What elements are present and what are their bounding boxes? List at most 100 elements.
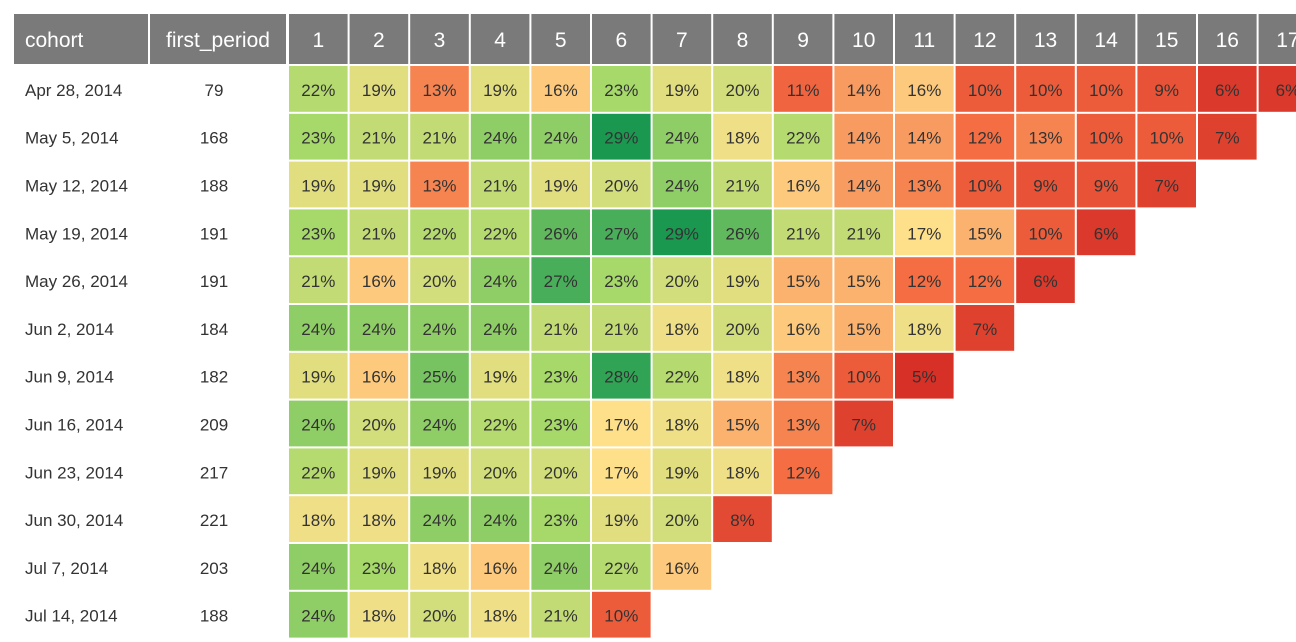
heatmap-cell — [592, 400, 651, 447]
heatmap-cell — [955, 161, 1015, 208]
heatmap-cell — [592, 305, 651, 351]
header-period-cell — [531, 14, 590, 64]
heatmap-cell — [773, 113, 833, 160]
row-first-period-value: 191 — [200, 272, 228, 291]
row-first-period-value: 182 — [200, 368, 228, 387]
heatmap-cell-label: 10% — [604, 607, 638, 626]
header-period-label: 2 — [373, 29, 385, 52]
heatmap-cell-label: 7% — [1154, 177, 1179, 196]
row-first-period-value: 188 — [200, 177, 228, 196]
header-period-cell — [1076, 14, 1136, 64]
heatmap-cell-label: 16% — [907, 81, 941, 100]
heatmap-cell — [834, 400, 893, 447]
heatmap-cell — [410, 544, 469, 590]
heatmap-cell — [1258, 66, 1296, 112]
heatmap-cell-label: 10% — [1150, 129, 1184, 148]
heatmap-cell-label: 23% — [544, 511, 578, 530]
heatmap-cell-label: 26% — [544, 224, 578, 243]
row-first-period-value: 184 — [200, 320, 228, 339]
heatmap-cell-label: 19% — [362, 463, 396, 482]
heatmap-cell — [349, 66, 409, 112]
row-cohort-label: May 12, 2014 — [25, 177, 128, 196]
header-period-label: 13 — [1034, 29, 1057, 52]
heatmap-cell — [713, 448, 772, 495]
heatmap-cell — [713, 352, 772, 399]
heatmap-cell-label: 19% — [483, 368, 517, 387]
heatmap-cell-label: 21% — [362, 224, 396, 243]
heatmap-cell — [470, 305, 530, 351]
header-period-cell — [713, 14, 772, 64]
heatmap-cell — [895, 352, 954, 399]
heatmap-cell — [955, 305, 1015, 351]
heatmap-cell — [834, 66, 893, 112]
heatmap-cell — [1076, 161, 1136, 208]
heatmap-cell — [592, 257, 651, 303]
heatmap-cell — [652, 209, 712, 256]
heatmap-cell-label: 20% — [725, 81, 759, 100]
heatmap-cell-label: 24% — [362, 320, 396, 339]
heatmap-cell-label: 22% — [665, 368, 699, 387]
heatmap-cell — [1016, 209, 1075, 256]
heatmap-cell-label: 24% — [665, 177, 699, 196]
heatmap-cell-label: 16% — [665, 559, 699, 578]
heatmap-cell-label: 24% — [665, 129, 699, 148]
heatmap-cell-label: 17% — [907, 224, 941, 243]
heatmap-cell-label: 21% — [847, 224, 881, 243]
heatmap-cell-label: 21% — [786, 224, 820, 243]
heatmap-cell — [955, 113, 1015, 160]
heatmap-cell-label: 10% — [968, 177, 1002, 196]
heatmap-cell — [470, 113, 530, 160]
heatmap-cell — [713, 305, 772, 351]
heatmap-cell — [713, 161, 772, 208]
heatmap-cell-label: 18% — [362, 511, 396, 530]
heatmap-cell — [410, 448, 469, 495]
heatmap-cell — [349, 400, 409, 447]
heatmap-cell — [531, 352, 590, 399]
heatmap-cell-label: 20% — [665, 272, 699, 291]
row-first-period-value: 188 — [200, 607, 228, 626]
heatmap-cell-label: 20% — [544, 463, 578, 482]
heatmap-cell-label: 12% — [907, 272, 941, 291]
heatmap-cell — [289, 496, 348, 542]
heatmap-cell — [1076, 209, 1136, 256]
heatmap-cell-label: 18% — [422, 559, 456, 578]
header-period-cell — [592, 14, 651, 64]
heatmap-cell — [470, 257, 530, 303]
heatmap-cell-label: 13% — [786, 368, 820, 387]
heatmap-cell-label: 18% — [483, 607, 517, 626]
heatmap-cell — [410, 257, 469, 303]
heatmap-cell — [955, 257, 1015, 303]
heatmap-cell-label: 6% — [1094, 224, 1119, 243]
heatmap-cell-label: 12% — [968, 129, 1002, 148]
heatmap-cell-label: 25% — [422, 368, 456, 387]
heatmap-cell — [592, 544, 651, 590]
heatmap-cell-label: 26% — [725, 224, 759, 243]
heatmap-cell — [410, 161, 469, 208]
heatmap-cell — [289, 400, 348, 447]
heatmap-cell — [470, 161, 530, 208]
heatmap-cell — [592, 209, 651, 256]
heatmap-cell — [470, 209, 530, 256]
heatmap-cell-label: 17% — [604, 463, 638, 482]
heatmap-cell-label: 13% — [786, 416, 820, 435]
header-period-cell — [349, 14, 409, 64]
heatmap-cell — [955, 66, 1015, 112]
header-period-label: 11 — [913, 29, 935, 52]
row-cohort-label: May 5, 2014 — [25, 129, 119, 148]
heatmap-cell — [349, 113, 409, 160]
heatmap-cell-label: 21% — [544, 320, 578, 339]
heatmap-cell-label: 10% — [1089, 81, 1123, 100]
header-period-label: 8 — [737, 29, 749, 52]
heatmap-cell-label: 21% — [725, 177, 759, 196]
heatmap-cell-label: 23% — [301, 224, 335, 243]
heatmap-cell-label: 24% — [301, 320, 335, 339]
heatmap-cell — [289, 305, 348, 351]
heatmap-cell — [773, 400, 833, 447]
header-period-label: 16 — [1216, 29, 1239, 52]
heatmap-cell — [895, 113, 954, 160]
heatmap-cell-label: 16% — [786, 177, 820, 196]
heatmap-cell — [652, 400, 712, 447]
heatmap-cell — [531, 400, 590, 447]
heatmap-cell-label: 12% — [968, 272, 1002, 291]
heatmap-cell — [1198, 66, 1257, 112]
